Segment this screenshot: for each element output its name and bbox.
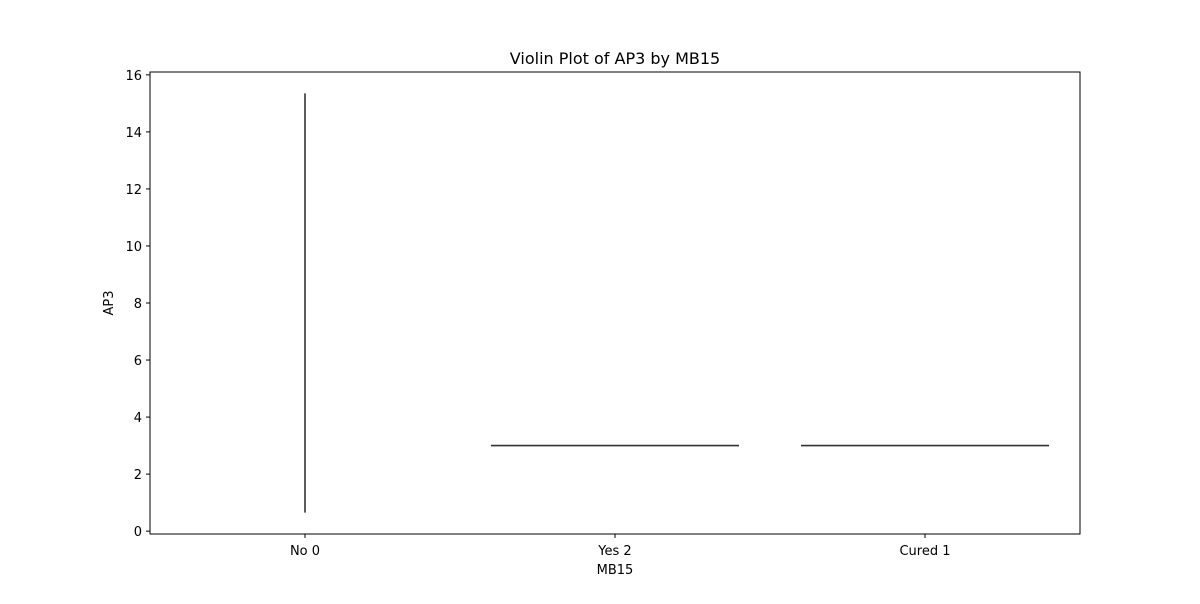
y-tick-label: 0 — [134, 525, 142, 540]
y-tick-label: 8 — [134, 297, 142, 312]
x-tick-label: Cured 1 — [899, 544, 950, 559]
chart-title: Violin Plot of AP3 by MB15 — [510, 49, 720, 68]
y-tick-label: 14 — [125, 126, 142, 141]
y-tick-label: 16 — [125, 69, 142, 84]
y-tick-label: 4 — [134, 411, 142, 426]
y-axis: 0 2 4 6 8 10 12 14 16 — [125, 69, 150, 540]
x-axis: No 0 Yes 2 Cured 1 — [290, 534, 951, 559]
y-tick-label: 2 — [134, 468, 142, 483]
plot-frame — [149, 71, 1081, 535]
x-axis-title: MB15 — [597, 563, 634, 578]
y-tick-label: 10 — [125, 240, 142, 255]
y-tick-label: 12 — [125, 183, 142, 198]
violin-marks — [304, 93, 1049, 513]
y-tick-label: 6 — [134, 354, 142, 369]
x-tick-label: Yes 2 — [597, 544, 631, 559]
y-axis-title: AP3 — [102, 290, 117, 315]
x-tick-label: No 0 — [290, 544, 320, 559]
